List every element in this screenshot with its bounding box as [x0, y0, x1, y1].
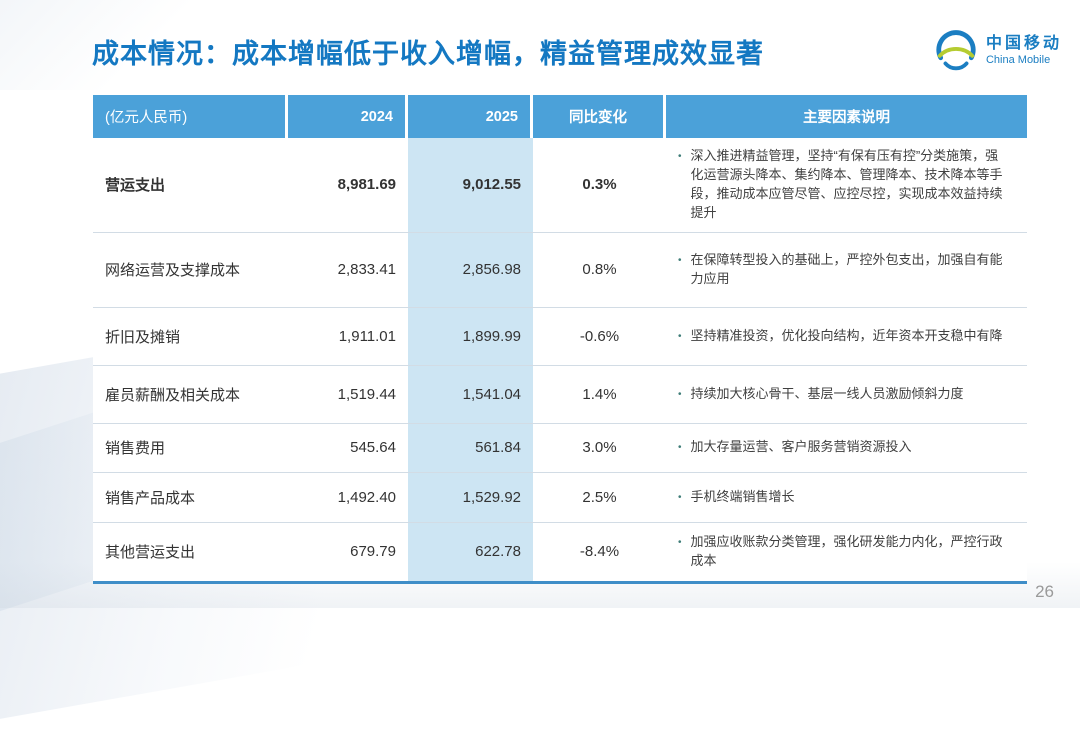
- cost-table: (亿元人民币) 2024 2025 同比变化 主要因素说明 营运支出 8,981…: [93, 95, 1027, 584]
- bullet-icon: •: [678, 151, 682, 162]
- yoy-value: 3.0%: [533, 423, 666, 473]
- value-2024: 1,519.44: [288, 365, 408, 424]
- logo-name-en: China Mobile: [985, 53, 1051, 66]
- value-2024: 679.79: [288, 522, 408, 581]
- factor-text: 在保障转型投入的基础上，严控外包支出，加强自有能力应用: [690, 251, 1003, 286]
- yoy-value: -8.4%: [533, 522, 666, 581]
- bullet-icon: •: [678, 536, 682, 548]
- factor-cell: • 坚持精准投资，优化投向结构，近年资本开支稳中有降: [666, 307, 1027, 366]
- bullet-icon: •: [678, 442, 682, 454]
- logo-name-cn: 中国移动: [985, 35, 1062, 53]
- value-2025: 9,012.55: [408, 138, 533, 233]
- value-2024: 8,981.69: [288, 138, 408, 233]
- header-cell-2025: 2025: [408, 95, 533, 138]
- factor-text: 加强应收账款分类管理，强化研发能力内化，严控行政成本: [690, 533, 1003, 568]
- factor-cell: • 加强应收账款分类管理，强化研发能力内化，严控行政成本: [666, 522, 1027, 581]
- value-2025: 1,899.99: [408, 307, 533, 366]
- factor-text: 加大存量运营、客户服务营销资源投入: [690, 439, 912, 455]
- bullet-icon: •: [678, 388, 682, 400]
- yoy-value: 2.5%: [533, 472, 666, 523]
- china-mobile-logo: 中国移动 China Mobile: [933, 28, 1062, 74]
- factor-text: 持续加大核心骨干、基层一线人员激励倾斜力度: [690, 385, 964, 401]
- row-label: 其他营运支出: [93, 522, 288, 581]
- value-2024: 1,911.01: [288, 307, 408, 366]
- yoy-value: 0.3%: [533, 138, 666, 233]
- value-2025: 622.78: [408, 522, 533, 581]
- bullet-icon: •: [678, 491, 682, 503]
- yoy-value: 1.4%: [533, 365, 666, 424]
- header-cell-2024: 2024: [288, 95, 408, 138]
- china-mobile-logo-icon: [936, 30, 976, 71]
- factor-cell: • 手机终端销售增长: [666, 472, 1027, 523]
- value-2025: 1,529.92: [408, 472, 533, 523]
- factor-text: 坚持精准投资，优化投向结构，近年资本开支稳中有降: [690, 327, 1003, 343]
- china-mobile-logo-text: 中国移动 China Mobile: [986, 35, 1062, 66]
- row-label: 销售产品成本: [93, 472, 288, 523]
- row-label: 营运支出: [93, 138, 288, 233]
- row-label: 销售费用: [93, 423, 288, 473]
- value-2024: 1,492.40: [288, 472, 408, 523]
- header-cell-unit: (亿元人民币): [93, 95, 288, 138]
- row-label: 网络运营及支撑成本: [93, 232, 288, 308]
- row-label: 雇员薪酬及相关成本: [93, 365, 288, 424]
- row-label: 折旧及摊销: [93, 307, 288, 366]
- header-cell-factors: 主要因素说明: [666, 95, 1027, 138]
- bullet-icon: •: [678, 254, 682, 266]
- yoy-value: -0.6%: [533, 307, 666, 366]
- factor-text: 深入推进精益管理，坚持“有保有压有控”分类施策，强化运营源头降本、集约降本、管理…: [690, 148, 1003, 220]
- yoy-value: 0.8%: [533, 232, 666, 308]
- factor-cell: • 持续加大核心骨干、基层一线人员激励倾斜力度: [666, 365, 1027, 424]
- value-2024: 545.64: [288, 423, 408, 473]
- value-2024: 2,833.41: [288, 232, 408, 308]
- page-title: 成本情况：成本增幅低于收入增幅，精益管理成效显著: [92, 39, 764, 69]
- value-2025: 2,856.98: [408, 232, 533, 308]
- factor-cell: • 加大存量运营、客户服务营销资源投入: [666, 423, 1027, 473]
- value-2025: 1,541.04: [408, 365, 533, 424]
- bullet-icon: •: [678, 330, 682, 342]
- factor-cell: • 深入推进精益管理，坚持“有保有压有控”分类施策，强化运营源头降本、集约降本、…: [666, 138, 1027, 233]
- page-number: 26: [1035, 582, 1054, 601]
- value-2025: 561.84: [408, 423, 533, 473]
- factor-text: 手机终端销售增长: [690, 488, 795, 504]
- header-cell-yoy: 同比变化: [533, 95, 666, 138]
- factor-cell: • 在保障转型投入的基础上，严控外包支出，加强自有能力应用: [666, 232, 1027, 308]
